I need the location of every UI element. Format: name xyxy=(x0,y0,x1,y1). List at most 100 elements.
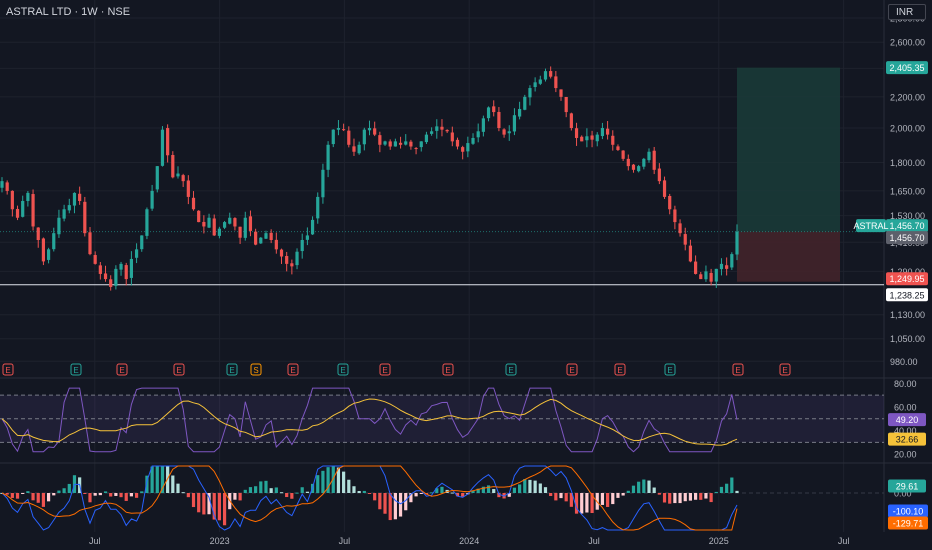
candle-body xyxy=(109,279,113,287)
candle-body xyxy=(238,226,242,238)
candle-body xyxy=(595,134,599,142)
macd-histogram-bar xyxy=(735,490,739,493)
candle-body xyxy=(26,192,30,201)
candle-body xyxy=(492,106,496,113)
macd-histogram-bar xyxy=(631,485,636,493)
candle-body xyxy=(347,130,351,145)
macd-histogram-bar xyxy=(699,493,703,500)
candle-body xyxy=(46,249,51,260)
price-tick-label: 1,290.00 xyxy=(890,267,925,277)
candle-body xyxy=(461,147,465,152)
candle-body xyxy=(569,113,573,129)
time-axis: Jul2023Jul2024Jul2025Jul2026 xyxy=(89,536,849,546)
candle-body xyxy=(554,76,558,89)
earnings-marker-box xyxy=(70,363,82,376)
symbol-label-bg xyxy=(856,219,886,233)
candle-body xyxy=(693,261,698,274)
time-tick-label: 2024 xyxy=(459,536,479,546)
macd-histogram-bar xyxy=(88,493,92,503)
macd-histogram-bar xyxy=(492,489,496,493)
candle-body xyxy=(10,190,14,210)
earnings-marker-box xyxy=(287,363,299,376)
last-price-label: 1,456.70 xyxy=(886,219,928,233)
macd-histogram-bar xyxy=(181,492,185,494)
macd-histogram-bar xyxy=(57,490,61,493)
candle-body xyxy=(699,274,703,280)
macd-histogram-bar xyxy=(383,493,387,514)
macd-tick-label: 0.00 xyxy=(894,489,912,499)
candle-body xyxy=(264,233,268,239)
candle-body xyxy=(145,209,149,236)
macd-histogram-bar xyxy=(31,493,35,501)
macd-histogram-bar xyxy=(119,493,123,498)
line-price-label: 1,238.25 xyxy=(886,288,928,302)
candle-body xyxy=(611,135,615,145)
candle-body xyxy=(207,217,211,228)
macd-histogram-bar xyxy=(357,490,361,493)
macd-histogram-bar xyxy=(481,486,485,493)
macd-histogram-bar xyxy=(145,475,149,493)
candle-body xyxy=(166,128,170,156)
rsi-line xyxy=(1,387,738,453)
earnings-marker: E xyxy=(287,363,299,376)
macd-histogram-bar xyxy=(46,493,51,502)
earnings-marker-box xyxy=(226,363,238,376)
candle-body xyxy=(574,128,579,138)
candle-body xyxy=(367,128,372,131)
candle-body xyxy=(725,265,729,269)
macd-histogram-bar xyxy=(678,493,682,504)
earnings-marker-box xyxy=(779,363,791,376)
candle-body xyxy=(67,205,71,211)
candle-body xyxy=(652,150,656,170)
candle-body xyxy=(0,181,4,188)
candle-body xyxy=(285,255,289,264)
macd-histogram-bar xyxy=(642,479,646,493)
candle-body xyxy=(538,79,542,84)
earnings-marker-label: E xyxy=(382,366,387,375)
rsi-pane: 80.00 60.00 40.00 20.00 xyxy=(0,379,917,460)
macd-histogram-bar xyxy=(538,483,542,493)
macd-histogram-bar xyxy=(688,493,693,501)
symbol-label-text: ASTRAL xyxy=(853,221,888,231)
last-price-label-bg xyxy=(886,219,928,233)
candle-body xyxy=(336,128,341,130)
macd-histogram-bar xyxy=(673,493,677,504)
macd-histogram-bar xyxy=(461,493,465,497)
candle-body xyxy=(533,82,537,88)
earnings-marker-box xyxy=(379,363,391,376)
entry-price-label-bg xyxy=(886,231,928,245)
candle-body xyxy=(72,192,77,206)
earnings-marker-box xyxy=(442,363,454,376)
candle-body xyxy=(357,144,361,154)
candle-body xyxy=(688,245,693,262)
candle-body xyxy=(616,146,620,150)
macd-histogram-bar xyxy=(171,475,175,493)
candle-body xyxy=(673,209,677,223)
candle-body xyxy=(274,239,278,250)
price-tick-label: 2,600.00 xyxy=(890,38,925,48)
earnings-marker: E xyxy=(337,363,349,376)
currency-button[interactable]: INR xyxy=(888,4,926,20)
rsi-ma-value-label-text: 32.66 xyxy=(896,435,919,445)
candle-body xyxy=(310,219,315,235)
macd-histogram-bar xyxy=(160,466,165,493)
macd-histogram-bar xyxy=(564,493,568,502)
macd-histogram-bar xyxy=(657,493,661,495)
macd-histogram-bar xyxy=(321,470,325,493)
macd-histogram-bar xyxy=(435,488,439,493)
macd-histogram-bar xyxy=(140,491,144,493)
macd-histogram-bar xyxy=(290,493,294,499)
macd-value-label-bg xyxy=(888,504,928,518)
candle-body xyxy=(657,168,661,182)
rsi-tick-label: 80.00 xyxy=(894,379,917,389)
candle-body xyxy=(393,141,397,147)
macd-histogram-bar xyxy=(191,493,196,508)
candle-body xyxy=(83,201,87,234)
target-price-label: 2,405.35 xyxy=(886,61,928,75)
macd-histogram-bar xyxy=(103,491,108,493)
rsi-ma-line xyxy=(1,398,738,446)
macd-histogram-bar xyxy=(373,493,377,501)
macd-histogram-bar xyxy=(217,493,221,521)
macd-histogram-bar xyxy=(559,493,563,499)
rsi-value-label-text: 49.20 xyxy=(896,415,919,425)
